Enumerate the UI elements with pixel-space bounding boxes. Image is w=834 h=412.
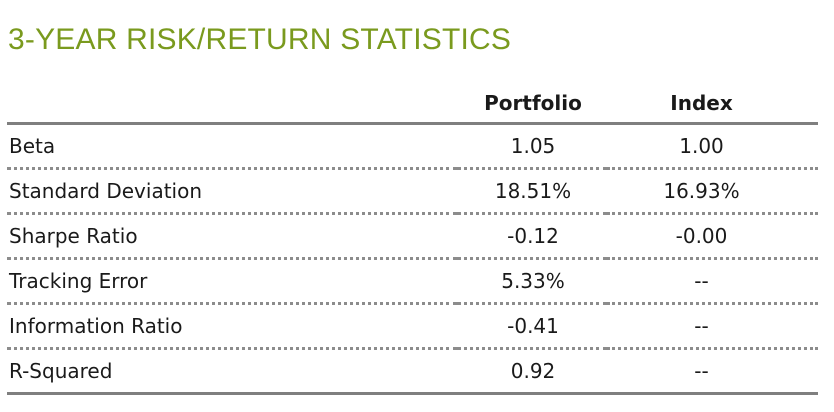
- portfolio-value: 0.92: [457, 348, 607, 395]
- row-label: Tracking Error: [7, 258, 457, 305]
- section-title: 3-YEAR RISK/RETURN STATISTICS: [8, 23, 512, 56]
- index-value: --: [607, 303, 818, 350]
- table-header: Portfolio Index: [7, 84, 818, 125]
- row-label: Sharpe Ratio: [7, 213, 457, 260]
- index-value: --: [607, 258, 818, 305]
- row-label: Beta: [7, 123, 457, 170]
- header-index: Index: [607, 84, 818, 125]
- portfolio-value: -0.41: [457, 303, 607, 350]
- portfolio-value: 5.33%: [457, 258, 607, 305]
- portfolio-value: -0.12: [457, 213, 607, 260]
- row-label: Standard Deviation: [7, 168, 457, 215]
- index-value: --: [607, 348, 818, 395]
- table-row: Information Ratio -0.41 --: [7, 303, 818, 350]
- portfolio-value: 1.05: [457, 123, 607, 170]
- table-row: Tracking Error 5.33% --: [7, 258, 818, 305]
- row-label: Information Ratio: [7, 303, 457, 350]
- table-row: Sharpe Ratio -0.12 -0.00: [7, 213, 818, 260]
- table-row: Beta 1.05 1.00: [7, 123, 818, 170]
- index-value: -0.00: [607, 213, 818, 260]
- index-value: 16.93%: [607, 168, 818, 215]
- header-label: [7, 84, 457, 125]
- row-label: R-Squared: [7, 348, 457, 395]
- portfolio-value: 18.51%: [457, 168, 607, 215]
- header-row: Portfolio Index: [7, 84, 818, 125]
- risk-return-table: Portfolio Index Beta 1.05 1.00 Standard …: [7, 84, 818, 395]
- header-portfolio: Portfolio: [457, 84, 607, 125]
- table-row: R-Squared 0.92 --: [7, 348, 818, 395]
- table-body: Beta 1.05 1.00 Standard Deviation 18.51%…: [7, 123, 818, 395]
- table-row: Standard Deviation 18.51% 16.93%: [7, 168, 818, 215]
- index-value: 1.00: [607, 123, 818, 170]
